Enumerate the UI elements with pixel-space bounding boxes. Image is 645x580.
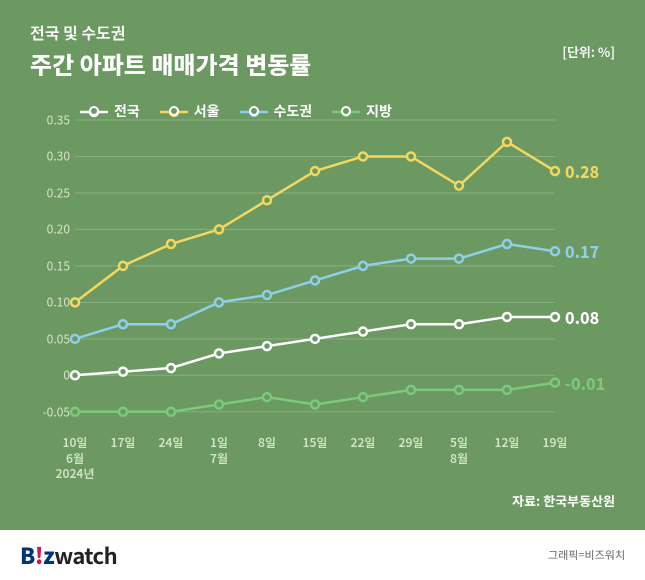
legend-label: 지방 — [366, 101, 392, 121]
x-axis: 10일6월2024년17일24일1일7월8일15일22일29일5일8월12일19… — [75, 435, 555, 485]
y-tick-label: -0.05 — [30, 403, 70, 420]
chart-title: 주간 아파트 매매가격 변동률 — [30, 46, 615, 81]
legend-marker-icon — [240, 104, 268, 118]
y-tick-label: 0.15 — [30, 257, 70, 274]
x-tick-label: 22일 — [351, 435, 376, 451]
y-tick-label: 0.25 — [30, 184, 70, 201]
x-tick-label: 1일7월 — [210, 435, 228, 466]
x-tick-label: 12일 — [495, 435, 520, 451]
footer: B!zwatch 그래픽=비즈워치 — [0, 530, 645, 580]
legend-item: 지방 — [332, 101, 392, 121]
x-tick-label: 19일 — [543, 435, 568, 451]
y-tick-label: 0.30 — [30, 148, 70, 165]
plot-svg — [75, 120, 555, 430]
legend-item: 서울 — [160, 101, 220, 121]
legend-item: 수도권 — [240, 101, 313, 121]
y-tick-label: 0 — [30, 367, 70, 384]
x-tick-label: 8일 — [258, 435, 276, 451]
legend-marker-icon — [80, 104, 108, 118]
chart-subtitle: 전국 및 수도권 — [30, 20, 615, 44]
legend: 전국 서울 수도권 지방 — [80, 101, 615, 121]
x-tick-label: 17일 — [111, 435, 136, 451]
y-tick-label: 0.05 — [30, 330, 70, 347]
y-axis: -0.0500.050.100.150.200.250.300.35 — [30, 120, 70, 430]
legend-label: 전국 — [114, 101, 140, 121]
x-tick-label: 5일8월 — [450, 435, 468, 466]
chart-container: 전국 및 수도권 주간 아파트 매매가격 변동률 [단위: %] 전국 서울 수도권… — [0, 0, 645, 530]
x-tick-label: 24일 — [159, 435, 184, 451]
y-tick-label: 0.35 — [30, 112, 70, 129]
x-tick-label: 15일 — [303, 435, 328, 451]
logo-b: B — [20, 539, 35, 571]
chart-unit: [단위: %] — [562, 42, 615, 61]
plot-area — [75, 120, 555, 430]
x-tick-label: 29일 — [399, 435, 424, 451]
end-value-label: 0.17 — [565, 239, 599, 263]
end-value-label: -0.01 — [565, 371, 605, 395]
legend-label: 서울 — [194, 101, 220, 121]
credit-text: 그래픽=비즈워치 — [548, 547, 625, 563]
source-text: 자료: 한국부동산원 — [512, 491, 615, 510]
legend-label: 수도권 — [274, 101, 313, 121]
y-tick-label: 0.20 — [30, 221, 70, 238]
legend-marker-icon — [160, 104, 188, 118]
x-tick-label: 10일6월2024년 — [56, 435, 95, 482]
y-tick-label: 0.10 — [30, 294, 70, 311]
logo: B!zwatch — [20, 539, 117, 571]
end-value-label: 0.28 — [565, 159, 599, 183]
legend-marker-icon — [332, 104, 360, 118]
logo-z: z — [43, 539, 54, 571]
legend-item: 전국 — [80, 101, 140, 121]
end-value-label: 0.08 — [565, 305, 599, 329]
logo-i: ! — [35, 539, 43, 571]
logo-watch: watch — [54, 539, 117, 571]
